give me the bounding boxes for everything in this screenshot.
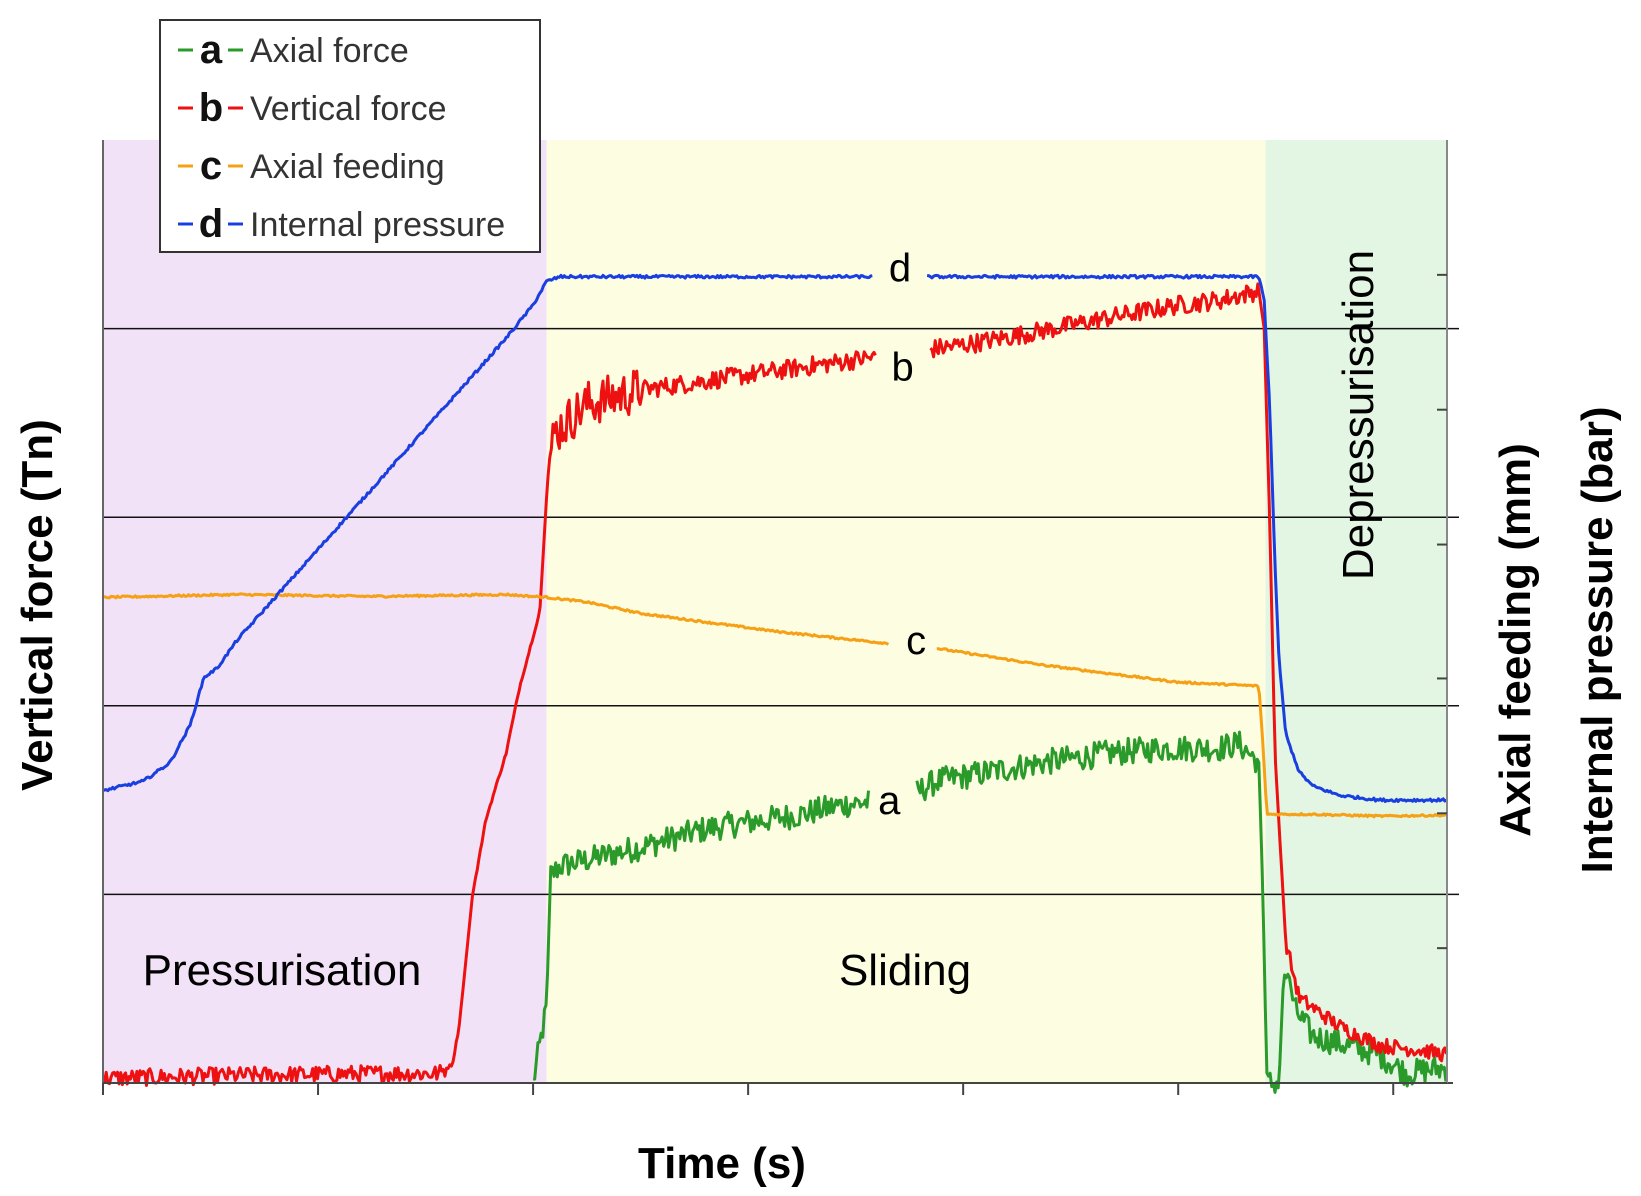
legend-letter: b xyxy=(199,86,223,130)
series-line-internal-pressure xyxy=(102,273,873,793)
legend-entry-axial-force: a Axial force xyxy=(178,28,409,72)
x-axis-title: Time (s) xyxy=(638,1139,806,1188)
phase-label-depressurisation: Depressurisation xyxy=(1334,250,1383,580)
curve-label-b: b xyxy=(892,345,914,389)
legend-entry-internal-pressure: d Internal pressure xyxy=(178,202,505,246)
curve-label-a: a xyxy=(878,779,901,823)
phase-band-depressurisation xyxy=(1265,140,1447,1083)
text-labels: Pressurisation Sliding Depressurisation … xyxy=(13,246,1622,1188)
legend-box xyxy=(159,19,541,253)
legend-label: Vertical force xyxy=(250,90,447,128)
legend-letter: c xyxy=(200,144,222,188)
legend-letter: a xyxy=(200,28,223,72)
phase-band-pressurisation xyxy=(103,140,547,1083)
gridlines xyxy=(103,327,1459,896)
legend-label: Internal pressure xyxy=(250,206,505,244)
legend-entry-vertical-force: b Vertical force xyxy=(178,86,447,130)
legend: a Axial force b Vertical force c Axial f… xyxy=(159,19,541,253)
y-axis-title: Vertical force (Tn) xyxy=(13,419,62,791)
curve-label-d: d xyxy=(889,246,911,290)
series-line-axial-force xyxy=(532,790,870,1081)
series-line-vertical-force xyxy=(929,282,1448,1063)
ticks xyxy=(102,273,1447,1095)
series-line-internal-pressure xyxy=(926,273,1447,803)
series-line-axial-feeding xyxy=(936,647,1447,819)
axes xyxy=(102,140,1453,1095)
legend-letter: d xyxy=(199,202,223,246)
phase-bands xyxy=(103,140,1447,1083)
right-axis-title-internal-pressure: Internal pressure (bar) xyxy=(1573,406,1622,873)
series-lines xyxy=(102,273,1448,1094)
legend-entry-axial-feeding: c Axial feeding xyxy=(178,144,445,188)
series-line-vertical-force xyxy=(102,350,877,1087)
phase-label-pressurisation: Pressurisation xyxy=(143,946,422,995)
phase-label-sliding: Sliding xyxy=(839,946,971,995)
phase-band-sliding xyxy=(546,140,1266,1083)
series-line-axial-feeding xyxy=(102,592,890,646)
curve-label-c: c xyxy=(906,619,926,663)
legend-label: Axial force xyxy=(250,32,409,70)
series-line-axial-force xyxy=(915,730,1448,1094)
right-axis-title-axial-feeding: Axial feeding (mm) xyxy=(1491,443,1540,837)
legend-label: Axial feeding xyxy=(250,148,445,186)
